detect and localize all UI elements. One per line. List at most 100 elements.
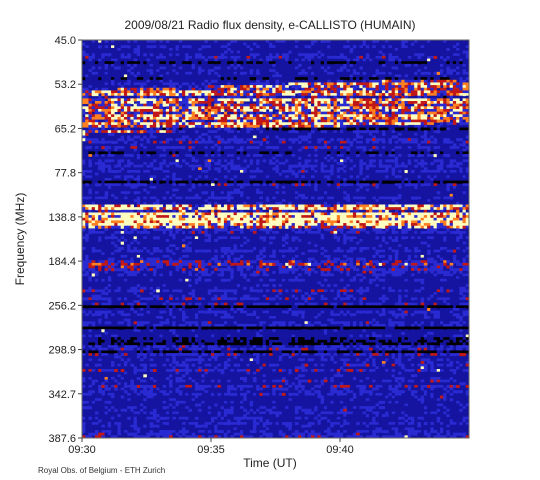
heatmap-cell — [443, 156, 447, 160]
heatmap-cell — [198, 135, 202, 139]
heatmap-cell — [314, 71, 318, 75]
heatmap-cell — [201, 63, 205, 67]
heatmap-cell — [359, 61, 363, 65]
heatmap-cell — [114, 40, 118, 44]
heatmap-cell — [123, 167, 128, 171]
heatmap-cell — [243, 63, 247, 67]
heatmap-cell — [439, 47, 444, 52]
heatmap-cell — [288, 106, 293, 110]
heatmap-cell — [378, 156, 383, 160]
heatmap-cell — [172, 74, 176, 78]
heatmap-cell — [214, 122, 218, 126]
heatmap-cell — [133, 111, 138, 115]
heatmap-cell — [172, 127, 176, 131]
heatmap-cell — [304, 77, 309, 81]
heatmap-cell — [243, 95, 247, 99]
heatmap-cell — [294, 164, 299, 168]
heatmap-cell — [388, 55, 393, 59]
heatmap-cell — [265, 45, 270, 49]
heatmap-cell — [204, 151, 209, 155]
heatmap-cell — [391, 71, 396, 75]
heatmap-cell — [130, 63, 135, 67]
heatmap-cell — [172, 101, 176, 105]
heatmap-cell — [423, 127, 428, 131]
heatmap-cell — [301, 93, 305, 97]
heatmap-cell — [349, 79, 354, 83]
heatmap-cell — [211, 114, 215, 118]
heatmap-cell — [304, 40, 309, 44]
heatmap-cell — [388, 135, 393, 139]
heatmap-cell — [423, 101, 428, 105]
heatmap-cell — [343, 87, 347, 91]
heatmap-cell — [191, 135, 196, 139]
heatmap-cell — [291, 138, 296, 142]
heatmap-cell — [246, 130, 251, 134]
heatmap-cell — [427, 58, 431, 62]
heatmap-cell — [327, 66, 331, 70]
heatmap-cell — [307, 122, 312, 126]
heatmap-cell — [317, 151, 322, 155]
heatmap-cell — [356, 101, 360, 105]
heatmap-cell — [333, 135, 338, 139]
heatmap-cell — [201, 61, 205, 65]
heatmap-cell — [172, 114, 176, 118]
heatmap-cell — [462, 143, 467, 147]
heatmap-cell — [369, 116, 373, 120]
heatmap-cell — [333, 63, 338, 67]
heatmap-cell — [446, 77, 451, 81]
heatmap-cell — [449, 108, 454, 113]
heatmap-cell — [214, 90, 218, 94]
heatmap-cell — [446, 98, 451, 102]
heatmap-cell — [352, 71, 357, 75]
heatmap-cell — [191, 148, 196, 152]
heatmap-cell — [185, 58, 189, 62]
heatmap-cell — [165, 164, 170, 168]
heatmap-cell — [159, 167, 164, 171]
heatmap-cell — [414, 122, 418, 126]
heatmap-cell — [140, 42, 144, 46]
heatmap-cell — [243, 69, 247, 73]
heatmap-cell — [162, 53, 167, 57]
heatmap-cell — [107, 119, 112, 123]
heatmap-cell — [317, 103, 322, 107]
heatmap-cell — [378, 95, 383, 99]
heatmap-cell — [294, 47, 299, 52]
heatmap-cell — [140, 172, 144, 176]
heatmap-cell — [301, 122, 305, 126]
heatmap-cell — [369, 135, 373, 139]
heatmap-cell — [169, 69, 173, 73]
heatmap-cell — [162, 82, 167, 86]
heatmap-cell — [136, 111, 141, 115]
heatmap-cell — [414, 47, 418, 52]
heatmap-cell — [465, 116, 469, 120]
heatmap-cell — [104, 90, 109, 94]
heatmap-cell — [298, 156, 302, 160]
heatmap-cell — [233, 87, 238, 91]
heatmap-cell — [175, 69, 180, 73]
heatmap-cell — [111, 127, 115, 131]
heatmap-cell — [456, 77, 460, 81]
heatmap-cell — [330, 159, 334, 163]
heatmap-cell — [185, 122, 189, 126]
heatmap-cell — [423, 143, 428, 147]
heatmap-cell — [194, 164, 199, 168]
heatmap-cell — [236, 130, 241, 134]
heatmap-cell — [243, 50, 247, 54]
heatmap-cell — [346, 47, 351, 52]
heatmap-cell — [456, 138, 460, 142]
heatmap-cell — [398, 82, 402, 86]
heatmap-cell — [140, 122, 144, 126]
heatmap-cell — [317, 114, 322, 118]
heatmap-cell — [169, 85, 173, 89]
heatmap-cell — [333, 50, 338, 54]
heatmap-cell — [211, 74, 215, 78]
heatmap-cell — [98, 71, 102, 75]
heatmap-cell — [320, 138, 325, 142]
heatmap-cell — [156, 79, 160, 83]
heatmap-cell — [178, 170, 183, 174]
heatmap-cell — [278, 85, 283, 89]
heatmap-cell — [220, 103, 225, 107]
heatmap-cell — [452, 114, 457, 118]
heatmap-cell — [317, 63, 322, 67]
heatmap-cell — [111, 114, 115, 118]
